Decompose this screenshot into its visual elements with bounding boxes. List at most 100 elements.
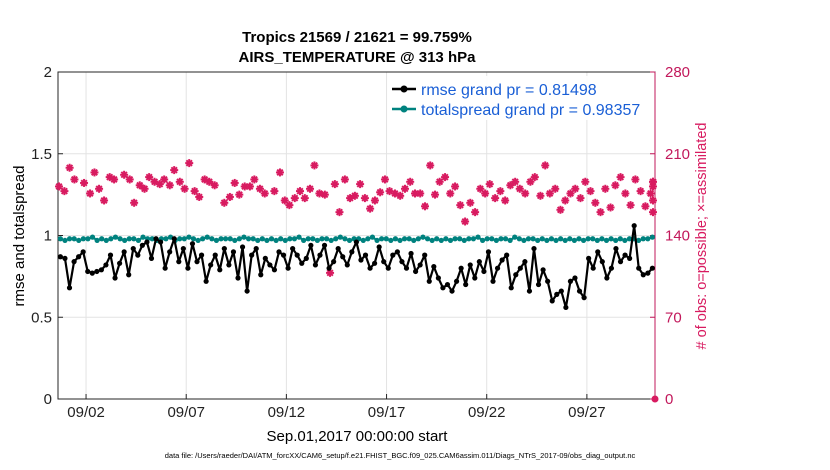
obs-point [471,208,480,217]
rmse-point [394,249,400,255]
rmse-point [148,255,155,261]
rmse-point [431,263,437,270]
rmse-point [89,270,95,276]
rmse-point [280,252,287,258]
spread-point [599,236,605,242]
rmse-point [372,260,378,266]
y-tick-label-left: 0.5 [31,309,52,326]
rmse-point [599,259,605,265]
rmse-point [476,259,482,265]
spread-point [512,234,518,240]
rmse-point [399,259,405,265]
legend: rmse grand pr = 0.81498 totalspread gran… [388,76,650,120]
obs-point [421,202,430,211]
obs-point [80,178,89,187]
spread-point [259,236,265,242]
rmse-point [499,257,505,263]
obs-point [606,203,615,212]
spread-point [434,236,440,242]
spread-point [213,237,220,244]
x-axis-label: Sep.01,2017 00:00:00 start [267,428,449,445]
obs-point [626,201,635,210]
spread-point [310,236,316,242]
spread-point [571,237,577,244]
spread-point [466,236,472,242]
rmse-point [112,275,118,281]
rmse-point [299,260,305,266]
obs-point [551,184,560,193]
spread-point [553,237,559,244]
rmse-point [572,275,578,281]
rmse-point [285,265,291,271]
rmse-point [130,245,136,252]
rmse-point [290,245,296,252]
spread-point [328,237,334,244]
spread-point [622,237,628,244]
rmse-point [540,267,546,273]
rmse-point [221,245,227,252]
spread-point [287,236,293,242]
rmse-point [308,242,314,248]
rmse-point [358,257,364,263]
obs-point [406,177,415,186]
spread-point [645,236,651,242]
spread-point [585,236,591,242]
rmse-point [139,242,145,248]
chart-subtitle: AIRS_TEMPERATURE @ 313 hPa [239,49,477,66]
obs-point [125,175,134,184]
obs-point [175,177,184,186]
obs-point [296,187,305,196]
obs-point [451,182,460,191]
obs-point [356,180,365,189]
spread-point [223,236,229,242]
rmse-point [249,252,255,258]
spread-point [360,237,366,244]
y-axis-label-right: # of obs: o=possible; ×=assimilated [694,123,710,350]
rmse-point [640,272,646,278]
rmse-point [239,244,246,250]
obs-point [300,194,309,203]
rmse-point [194,259,200,265]
rmse-point [581,295,587,301]
rmse-point [80,249,86,255]
rmse-point [57,254,64,260]
rmse-point [244,288,250,294]
obs-point [561,196,570,205]
rmse-point [267,262,273,268]
x-tick-label: 09/12 [268,404,306,421]
spread-point [580,237,587,244]
spread-point [613,237,619,244]
rmse-point [340,254,346,260]
rmse-point [176,259,182,265]
obs-point [60,187,69,196]
spread-point [502,236,509,242]
spread-point [415,236,421,242]
obs-point [581,177,590,186]
x-tick-label: 09/27 [568,404,606,421]
data-file-footer: data file: /Users/raeder/DAI/ATM_forcXX/… [165,451,636,460]
obs-point [195,192,204,201]
obs-point [461,217,470,226]
rmse-point [444,281,451,288]
spread-point [57,236,64,242]
obs-point [515,184,524,193]
rmse-point [98,267,104,273]
spread-point [273,237,279,244]
spread-point [539,236,545,242]
rmse-point [262,255,268,261]
rmse-point [144,239,150,245]
spread-point [429,237,435,244]
rmse-point [481,268,487,275]
spread-point [562,237,568,244]
spread-point [323,236,330,242]
obs-point [255,184,264,193]
spread-point [181,236,187,242]
rmse-point [376,244,382,250]
rmse-point [85,268,91,275]
obs-point [110,175,119,184]
y-tick-label-right: 0 [665,391,673,408]
obs-point [376,188,385,197]
spread-point [342,236,348,242]
obs-point [521,189,530,198]
